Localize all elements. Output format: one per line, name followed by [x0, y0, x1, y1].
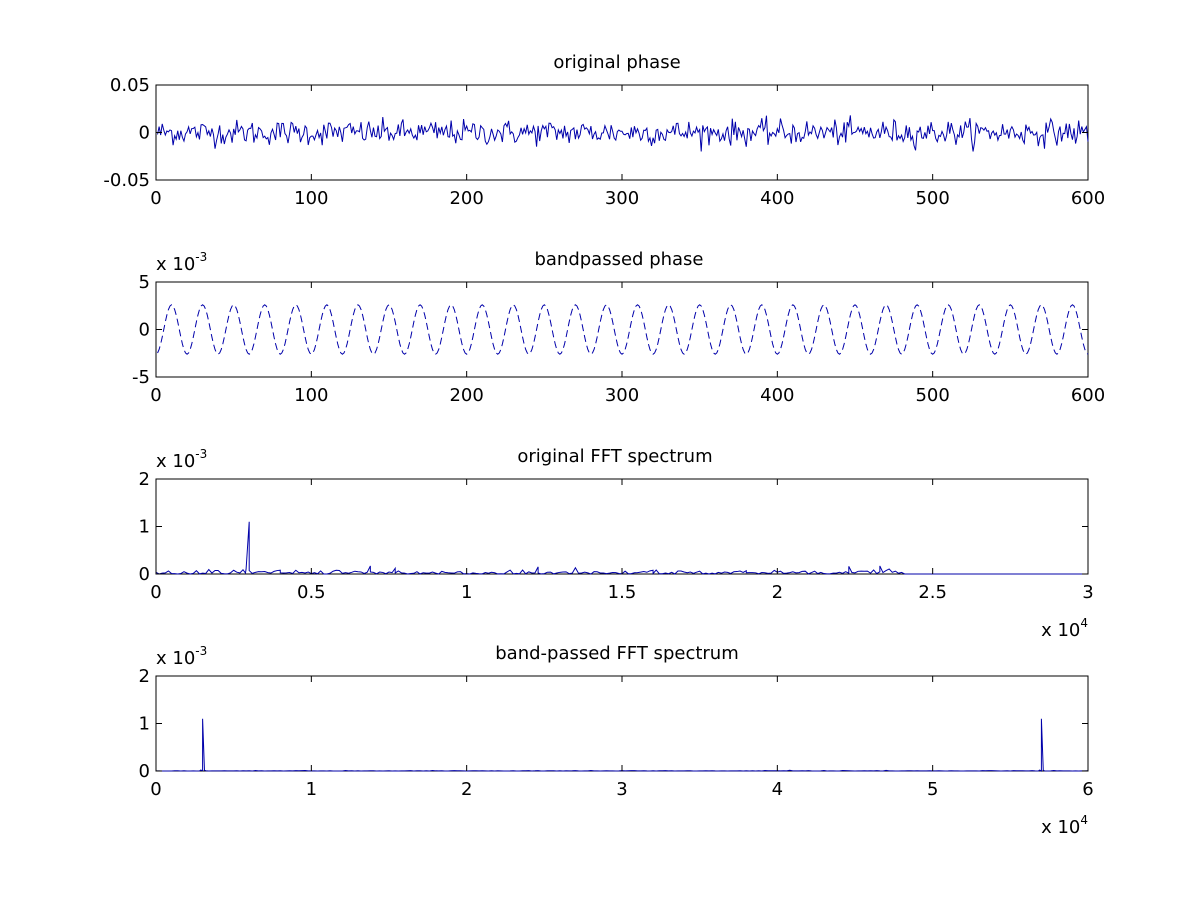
y-tick-label: 1	[139, 517, 150, 538]
x-tick-label: 400	[760, 385, 794, 406]
series-line	[157, 304, 1089, 355]
y-tick-label: 0	[139, 761, 150, 782]
x-tick-label: 0.5	[297, 582, 326, 603]
x-tick-label: 1.5	[608, 582, 637, 603]
x-tick-label: 600	[1071, 385, 1105, 406]
x-tick-label: 500	[915, 385, 949, 406]
plot-area	[155, 281, 1089, 378]
x-axis-multiplier: x 104	[1041, 616, 1088, 641]
x-tick-label: 500	[915, 188, 949, 209]
y-tick-label: 2	[139, 469, 150, 490]
x-tick-label: 3	[616, 779, 627, 800]
y-tick-label: -5	[132, 367, 150, 388]
y-axis-multiplier: x 10-3	[156, 250, 207, 275]
x-tick-label: 2.5	[918, 582, 947, 603]
x-tick-label: 0	[150, 779, 161, 800]
x-tick-label: 200	[449, 385, 483, 406]
x-tick-label: 5	[927, 779, 938, 800]
series-line	[157, 115, 1089, 152]
plot-area	[155, 84, 1089, 181]
series-line	[155, 521, 1088, 575]
subplot-bandpassed-phase: bandpassed phase 0 100 200 300 400 500 600-505…	[132, 249, 1105, 406]
x-tick-label: 200	[449, 188, 483, 209]
y-axis-multiplier: x 10-3	[156, 644, 207, 669]
x-tick-label: 0	[150, 188, 161, 209]
x-tick-label: 6	[1082, 779, 1093, 800]
x-tick-label: 600	[1071, 188, 1105, 209]
y-tick-label: 2	[139, 666, 150, 687]
x-tick-label: 2	[461, 779, 472, 800]
y-tick-label: 5	[139, 272, 150, 293]
x-axis-multiplier: x 104	[1041, 813, 1088, 838]
x-tick-label: 4	[772, 779, 783, 800]
subplot-title: original FFT spectrum	[517, 446, 712, 467]
x-tick-label: 0	[150, 385, 161, 406]
subplot-title: band-passed FFT spectrum	[495, 643, 739, 664]
x-tick-label: 2	[772, 582, 783, 603]
y-tick-label: 0	[139, 320, 150, 341]
x-tick-label: 300	[605, 188, 639, 209]
y-tick-label: 0	[139, 564, 150, 585]
y-axis-multiplier: x 10-3	[156, 447, 207, 472]
plot-area	[155, 675, 1089, 772]
x-tick-label: 1	[306, 779, 317, 800]
plot-area	[155, 478, 1089, 575]
subplot-title: bandpassed phase	[534, 249, 703, 270]
x-tick-label: 400	[760, 188, 794, 209]
y-tick-label: 0.05	[110, 75, 150, 96]
x-tick-label: 300	[605, 385, 639, 406]
subplot-band-passed-fft-spectrum: band-passed FFT spectrum 0 1 2 3 4 5 6 0 1 2 x 10-…	[139, 643, 1094, 838]
x-tick-label: 100	[294, 188, 328, 209]
subplot-title: original phase	[553, 52, 680, 73]
x-tick-label: 0	[150, 582, 161, 603]
y-tick-label: 1	[139, 714, 150, 735]
subplot-original-fft-spectrum: original FFT spectrum 0 0.5 1 1.5 2 2.5 3 0 1 2 x …	[139, 446, 1094, 641]
y-tick-label: 0	[139, 123, 150, 144]
x-tick-label: 1	[461, 582, 472, 603]
y-tick-label: -0.05	[103, 170, 150, 191]
x-tick-label: 100	[294, 385, 328, 406]
subplot-original-phase: original phase 0 100 200 300 400 500 600-0.050…	[103, 52, 1105, 209]
x-tick-label: 3	[1082, 582, 1093, 603]
